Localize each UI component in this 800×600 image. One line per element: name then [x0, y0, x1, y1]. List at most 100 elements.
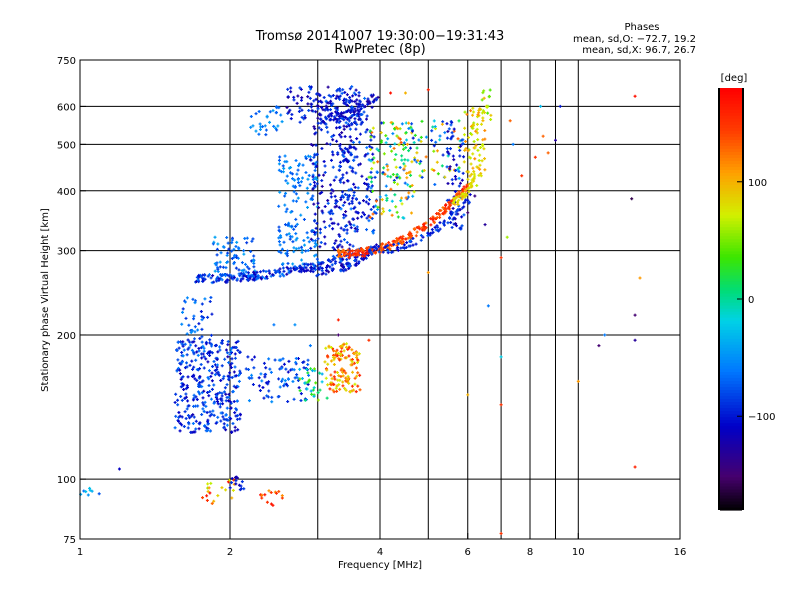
- data-point: [400, 202, 404, 206]
- data-point: [286, 181, 290, 185]
- data-point: [453, 189, 457, 193]
- data-point: [181, 354, 185, 358]
- data-point: [449, 137, 453, 141]
- data-point: [293, 265, 297, 269]
- data-point: [346, 248, 350, 252]
- data-point: [282, 362, 286, 366]
- data-point: [392, 242, 396, 246]
- data-point: [295, 236, 299, 240]
- data-point: [432, 119, 436, 123]
- data-point: [301, 163, 305, 167]
- data-point: [405, 138, 409, 142]
- data-point: [371, 126, 375, 130]
- data-point: [210, 371, 214, 375]
- data-point: [372, 156, 376, 160]
- data-point: [339, 180, 343, 184]
- data-point: [262, 361, 266, 365]
- data-point: [254, 129, 258, 133]
- data-point: [316, 116, 320, 120]
- data-point: [402, 162, 406, 166]
- data-point: [185, 365, 189, 369]
- data-point: [325, 396, 329, 400]
- data-point: [202, 355, 206, 359]
- colorbar-segment: [720, 268, 742, 273]
- data-point: [186, 426, 190, 430]
- data-point: [445, 165, 449, 169]
- data-point: [327, 344, 331, 348]
- data-point: [367, 198, 371, 202]
- data-point: [200, 413, 204, 417]
- colorbar-segment: [720, 232, 742, 237]
- data-point: [437, 212, 441, 216]
- data-point: [329, 359, 333, 363]
- data-point: [206, 427, 210, 431]
- colorbar-segment: [720, 383, 742, 388]
- data-point: [201, 277, 205, 281]
- data-point: [233, 253, 237, 257]
- data-point: [345, 345, 349, 349]
- colorbar-segment: [720, 437, 742, 442]
- data-point: [276, 124, 280, 128]
- data-point: [452, 216, 456, 220]
- data-point: [360, 256, 364, 260]
- data-point: [349, 116, 353, 120]
- data-point: [277, 168, 281, 172]
- data-point: [295, 222, 299, 226]
- data-point: [351, 244, 355, 248]
- data-point: [277, 358, 281, 362]
- data-point: [432, 144, 436, 148]
- data-point: [356, 248, 360, 252]
- data-point: [229, 346, 233, 350]
- data-point: [399, 199, 403, 203]
- colorbar-segment: [720, 214, 742, 219]
- data-point: [347, 256, 351, 260]
- data-point: [339, 112, 343, 116]
- data-point: [211, 274, 215, 278]
- data-point: [234, 482, 238, 486]
- data-point: [232, 478, 236, 482]
- data-point: [203, 424, 207, 428]
- data-point: [369, 159, 373, 163]
- data-point: [391, 173, 395, 177]
- data-point: [345, 252, 349, 256]
- data-point: [286, 249, 290, 253]
- data-point: [429, 217, 433, 221]
- data-point: [541, 134, 545, 138]
- colorbar-segment: [720, 187, 742, 192]
- data-point: [431, 218, 435, 222]
- data-point: [236, 385, 240, 389]
- colorbar-segment: [720, 157, 742, 161]
- data-point: [445, 122, 449, 126]
- data-point: [330, 103, 334, 107]
- data-point: [320, 269, 324, 273]
- data-point: [237, 268, 241, 272]
- data-point: [316, 398, 320, 402]
- data-point: [208, 338, 212, 342]
- data-point: [446, 129, 450, 133]
- data-point: [393, 127, 397, 131]
- data-point: [377, 149, 381, 153]
- data-point: [177, 346, 181, 350]
- data-point: [326, 85, 330, 89]
- data-point: [365, 177, 369, 181]
- data-point: [412, 141, 416, 145]
- data-point: [330, 114, 334, 118]
- data-point: [220, 394, 224, 398]
- data-point: [173, 400, 177, 404]
- data-point: [405, 171, 409, 175]
- data-point: [209, 374, 213, 378]
- data-point: [312, 202, 316, 206]
- data-point: [477, 111, 481, 115]
- data-point: [435, 215, 439, 219]
- data-point: [400, 154, 404, 158]
- data-point: [633, 94, 637, 98]
- data-point: [344, 379, 348, 383]
- data-point: [288, 235, 292, 239]
- data-point: [181, 340, 185, 344]
- data-point: [194, 395, 198, 399]
- data-point: [364, 252, 368, 256]
- data-point: [339, 177, 343, 181]
- data-point: [399, 246, 403, 250]
- colorbar-segment: [720, 497, 742, 502]
- data-point: [345, 93, 349, 97]
